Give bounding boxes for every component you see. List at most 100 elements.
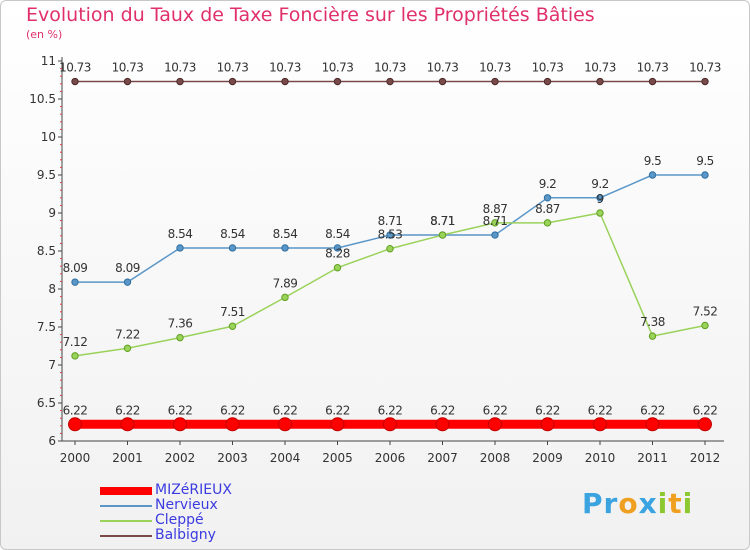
y-tick-label: 10.5	[29, 92, 56, 106]
data-label: 10.73	[479, 61, 511, 75]
y-tick-label: 6.5	[37, 396, 56, 410]
logo-letter: P	[582, 487, 604, 520]
data-point	[176, 77, 184, 86]
x-tick-label: 2004	[270, 451, 301, 465]
legend-item: Cleppé	[100, 512, 320, 529]
legend-item: Nervieux	[100, 497, 320, 514]
data-label: 6.22	[483, 403, 508, 417]
data-point	[173, 417, 187, 432]
data-label: 6.22	[640, 403, 665, 417]
logo-letter: x	[638, 487, 658, 520]
logo-letter: r	[603, 487, 619, 520]
y-tick-label: 10	[41, 130, 56, 144]
data-point	[543, 194, 552, 202]
data-label: 8.28	[325, 247, 350, 261]
data-label: 10.73	[637, 61, 669, 75]
data-point	[333, 244, 342, 252]
data-label: 10.73	[269, 61, 301, 75]
legend-label: Cleppé	[155, 512, 204, 528]
proxiti-logo: Proxiti	[582, 487, 693, 520]
y-tick-label: 11	[41, 54, 56, 68]
data-point	[596, 209, 604, 217]
data-point	[71, 352, 79, 360]
legend-item: Balbigny	[100, 527, 320, 544]
data-label: 8.54	[273, 227, 298, 241]
data-point	[491, 219, 499, 227]
legend-swatch	[100, 487, 152, 495]
data-label: 6.22	[115, 403, 140, 417]
data-label: 10.73	[427, 61, 459, 75]
x-tick-label: 2000	[60, 451, 91, 465]
x-tick-label: 2012	[690, 451, 721, 465]
data-label: 8.71	[483, 214, 508, 228]
data-label: 7.52	[693, 304, 718, 318]
x-tick-label: 2005	[322, 451, 353, 465]
data-label: 10.73	[374, 61, 406, 75]
legend-swatch	[100, 505, 152, 507]
data-point	[438, 77, 447, 86]
data-label: 7.12	[63, 335, 88, 349]
data-label: 10.73	[532, 61, 564, 75]
data-label: 6.22	[168, 403, 193, 417]
data-label: 9.5	[696, 154, 714, 168]
data-point	[540, 417, 555, 432]
legend-swatch	[100, 520, 152, 522]
data-label: 6.22	[588, 403, 613, 417]
data-point	[491, 231, 499, 239]
data-point	[333, 264, 342, 272]
data-point	[386, 245, 394, 253]
legend-label: Nervieux	[155, 497, 218, 513]
data-label: 8.54	[168, 227, 193, 241]
legend-label: MIZéRIEUX	[155, 482, 232, 498]
data-label: 8.71	[378, 214, 403, 228]
data-point	[438, 231, 447, 239]
data-point	[596, 77, 604, 86]
data-label: 7.89	[273, 276, 298, 290]
data-label: 6.22	[378, 403, 403, 417]
data-point	[176, 333, 184, 342]
x-tick-label: 2011	[637, 451, 668, 465]
y-tick-label: 7	[48, 358, 56, 372]
data-point	[488, 417, 502, 432]
data-point	[435, 417, 450, 432]
x-tick-label: 2002	[165, 451, 196, 465]
data-point	[333, 77, 342, 86]
data-label: 8.09	[115, 261, 140, 275]
data-label: 8.71	[430, 214, 455, 228]
x-tick-label: 2006	[375, 451, 406, 465]
data-point	[71, 278, 79, 286]
data-point	[386, 231, 394, 239]
data-point	[648, 332, 657, 340]
data-label: 6.22	[693, 403, 718, 417]
data-label: 6.22	[220, 403, 245, 417]
data-point	[491, 77, 499, 86]
data-label: 9	[596, 192, 603, 206]
data-label: 10.73	[59, 61, 91, 75]
data-point	[176, 244, 184, 252]
data-label: 10.73	[322, 61, 354, 75]
data-point	[648, 171, 657, 179]
logo-letter: i	[682, 487, 694, 520]
data-point	[281, 244, 289, 252]
logo-letter: t	[668, 487, 683, 520]
legend-label: Balbigny	[155, 527, 216, 543]
data-label: 10.73	[217, 61, 249, 75]
data-point	[278, 417, 292, 432]
data-point	[596, 194, 604, 202]
y-tick-label: 9.5	[37, 168, 56, 182]
data-point	[225, 417, 240, 432]
data-point	[281, 77, 289, 86]
data-point	[330, 417, 345, 432]
unit-label: (en %)	[26, 28, 63, 41]
y-tick-label: 8	[48, 282, 56, 296]
data-label: 6.22	[535, 403, 560, 417]
data-point	[648, 77, 657, 86]
y-tick-label: 9	[48, 206, 56, 220]
x-tick-label: 2010	[585, 451, 616, 465]
data-label: 7.51	[220, 305, 245, 319]
data-point	[68, 417, 82, 432]
data-point	[228, 322, 237, 330]
data-point	[698, 417, 712, 432]
